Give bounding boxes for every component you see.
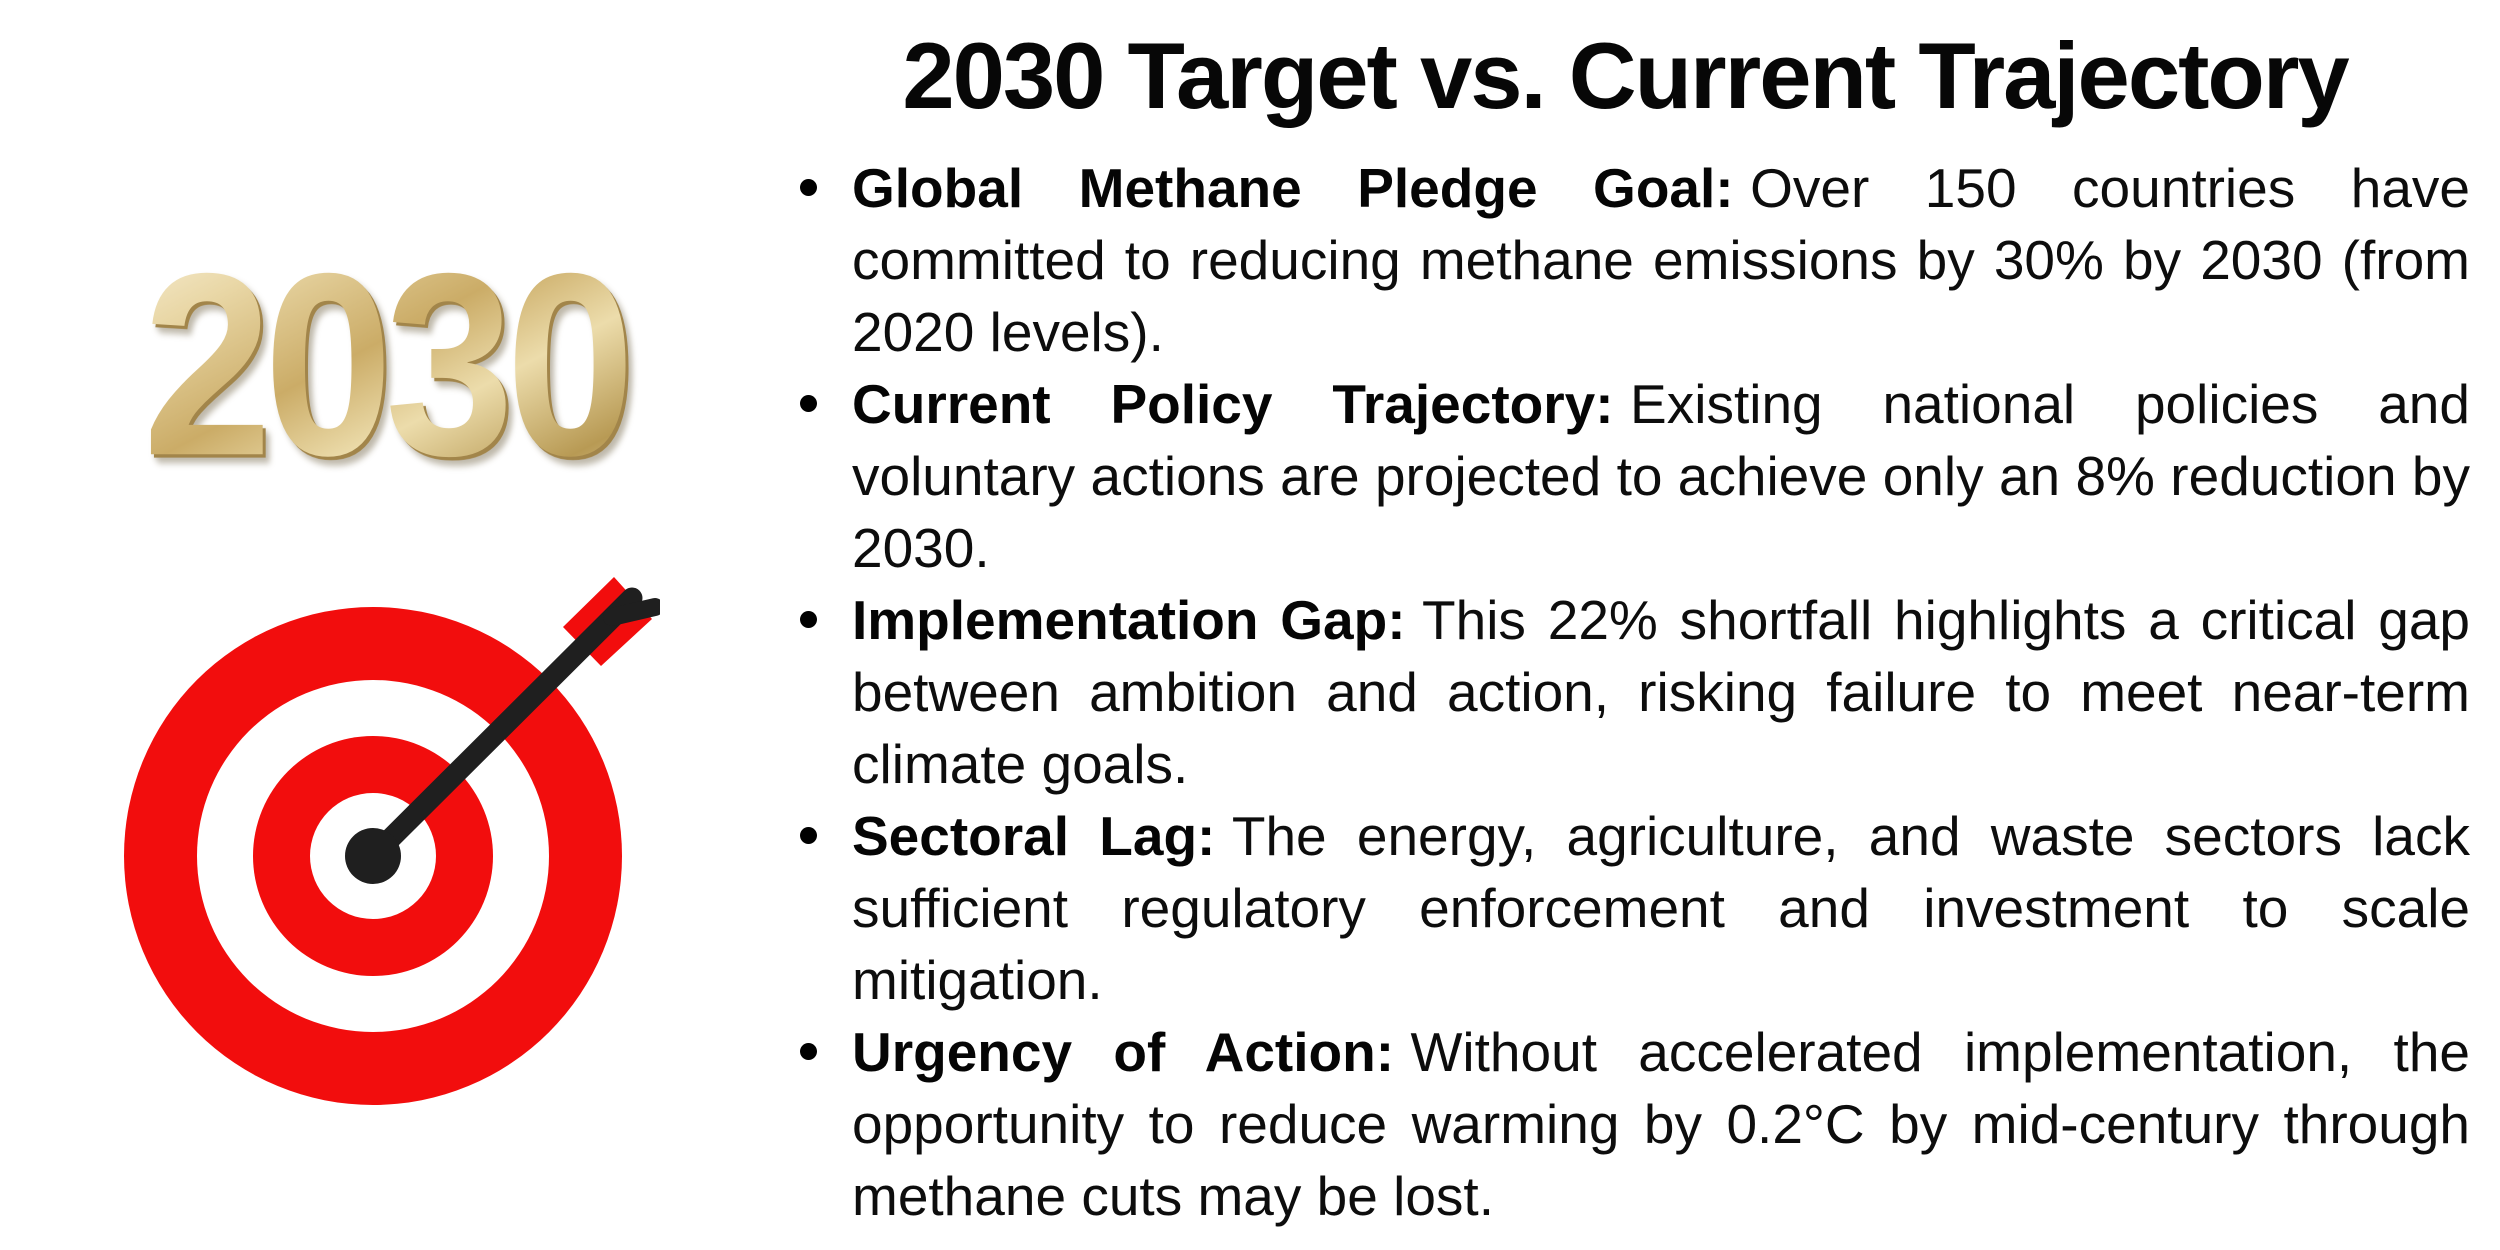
gold-2030-graphic: 2030 (100, 228, 670, 508)
list-item-pledge-goal: Global Methane Pledge Goal: Over 150 coun… (788, 152, 2470, 368)
dart-shaft (362, 587, 643, 867)
target-center-dot (345, 828, 401, 884)
dart-nock (603, 598, 660, 626)
bullet-text: Without accelerated implementation, the … (852, 1021, 2470, 1227)
list-item-sectoral-lag: Sectoral Lag: The energy, agriculture, an… (788, 800, 2470, 1016)
list-item-implementation-gap: Implementation Gap: This 22% shortfall hi… (788, 584, 2470, 800)
bullet-text: The energy, agriculture, and waste secto… (852, 805, 2470, 1011)
bullet-label: Implementation Gap: (852, 589, 1406, 651)
bullet-label: Urgency of Action: (852, 1021, 1395, 1083)
bullet-text: Over 150 countries have committed to red… (852, 157, 2470, 363)
bullseye-dart-icon (112, 565, 660, 1125)
bullseye-dart-svg (124, 577, 660, 1105)
list-item-urgency: Urgency of Action: Without accelerated im… (788, 1016, 2470, 1232)
bullet-list: Global Methane Pledge Goal: Over 150 coun… (788, 152, 2470, 1232)
bullet-label: Current Policy Trajectory: (852, 373, 1614, 435)
bullet-label: Global Methane Pledge Goal: (852, 157, 1734, 219)
bullet-text: Existing national policies and voluntary… (852, 373, 2470, 579)
page-title: 2030 Target vs. Current Trajectory (902, 23, 2349, 128)
list-item-policy-trajectory: Current Policy Trajectory: Existing natio… (788, 368, 2470, 584)
bullet-text: This 22% shortfall highlights a critical… (852, 589, 2471, 795)
bullet-label: Sectoral Lag: (852, 805, 1216, 867)
